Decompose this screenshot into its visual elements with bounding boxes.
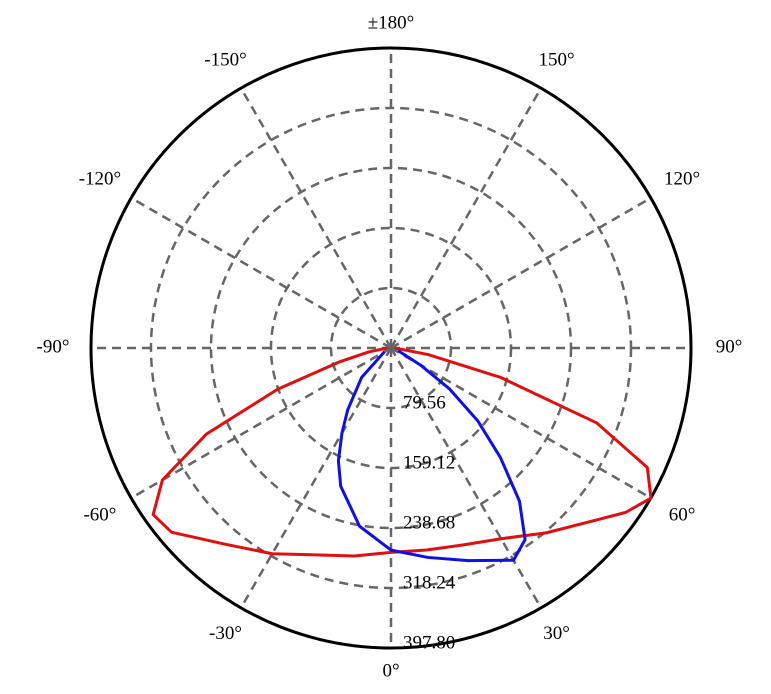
grid-spoke — [130, 346, 392, 500]
theta-tick-label: 60° — [669, 504, 696, 525]
theta-tick-label: 120° — [664, 168, 700, 189]
theta-tick-label: 30° — [543, 623, 570, 644]
grid-ring — [209, 166, 573, 530]
theta-tick-label: -150° — [204, 50, 246, 71]
grid-spoke — [390, 196, 652, 350]
theta-tick-label: ±180° — [368, 12, 415, 33]
grid-spoke — [239, 347, 393, 609]
r-tick-label: 159.12 — [403, 452, 455, 473]
grid-spoke — [239, 87, 393, 349]
theta-tick-label: 0° — [382, 660, 399, 681]
theta-tick-label: -120° — [79, 168, 121, 189]
theta-tick-label: 90° — [716, 336, 743, 357]
r-tick-label: 238.68 — [403, 512, 455, 533]
grid-spoke — [389, 87, 543, 349]
theta-tick-label: -30° — [209, 623, 242, 644]
theta-tick-label: -60° — [83, 504, 116, 525]
r-tick-label: 79.56 — [403, 392, 446, 413]
r-tick-label: 318.24 — [403, 572, 456, 593]
grid-ring — [269, 226, 513, 470]
theta-tick-label: 150° — [538, 50, 574, 71]
grid-spoke — [390, 346, 652, 500]
grid-ring — [329, 286, 453, 410]
theta-tick-label: -90° — [37, 336, 70, 357]
grid-ring — [149, 106, 633, 590]
grid-spoke — [130, 196, 392, 350]
outer-ring — [89, 46, 693, 650]
r-tick-label: 397.80 — [403, 632, 455, 653]
series-line — [151, 346, 653, 558]
grid-spoke — [389, 347, 543, 609]
series-line — [336, 349, 527, 563]
